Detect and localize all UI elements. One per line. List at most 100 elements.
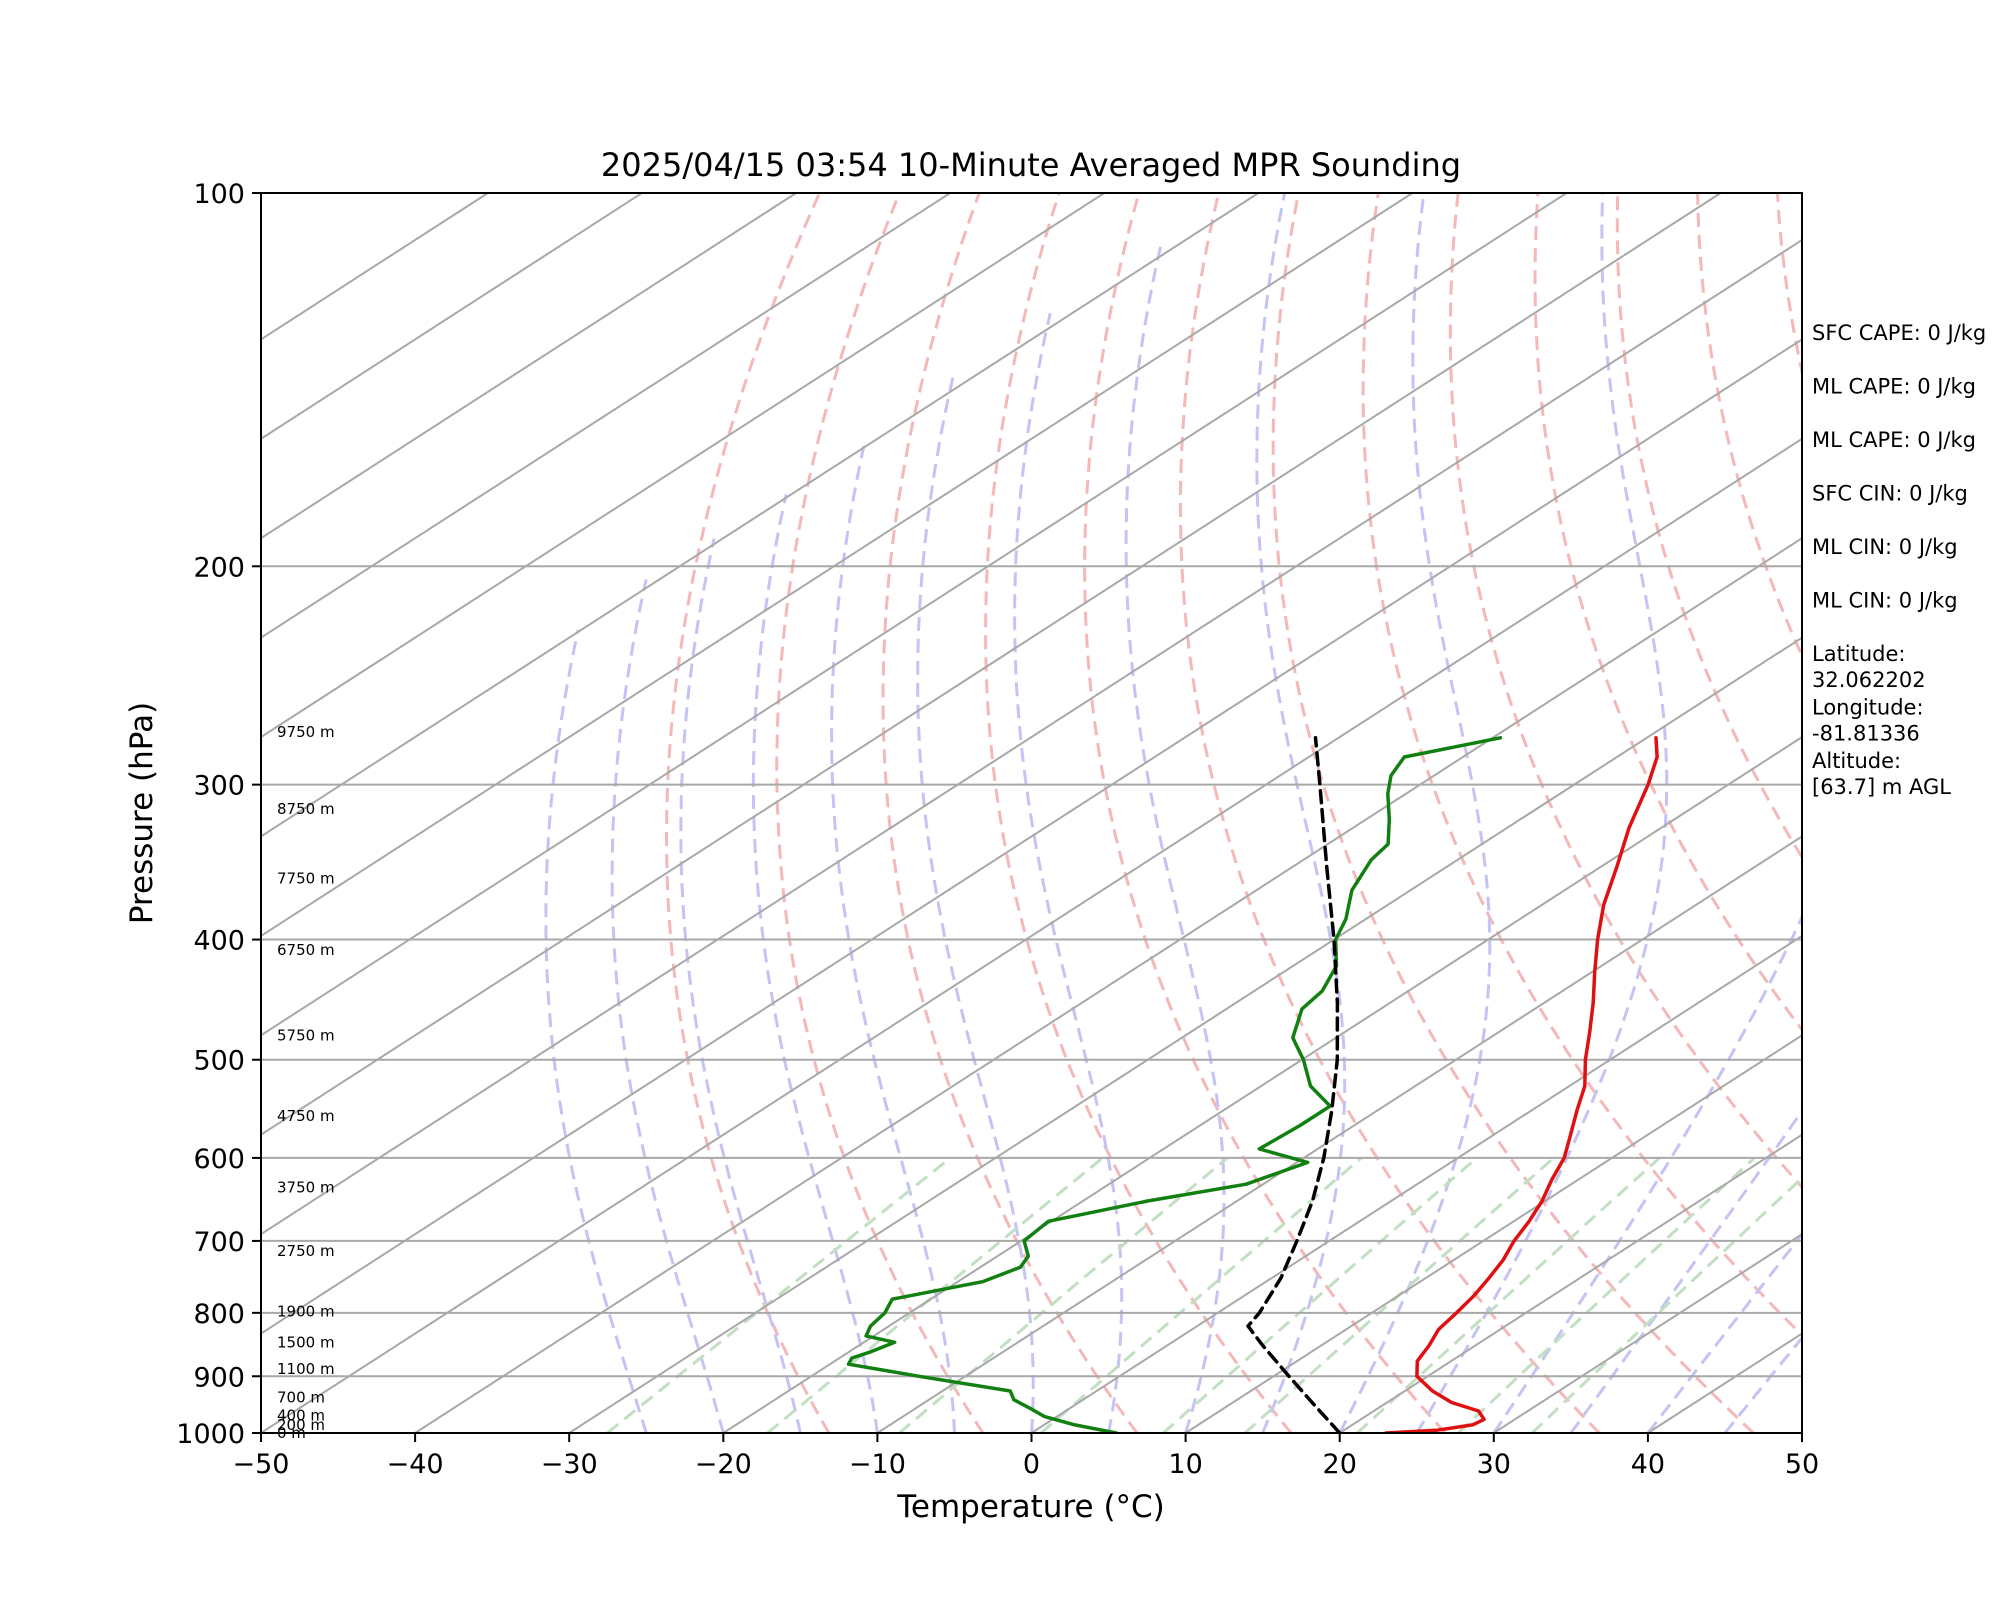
height-label: 2750 m (277, 1242, 335, 1260)
moist-adiabat (1492, 913, 1802, 1433)
stat-text: ML CAPE: 0 J/kg (1812, 375, 1976, 399)
stat-text: ML CIN: 0 J/kg (1812, 589, 1958, 613)
stat-text: Latitude: (1812, 642, 1906, 666)
moist-adiabat (1723, 1335, 1802, 1433)
y-tick-label: 900 (193, 1362, 245, 1393)
dry-adiabat (775, 193, 985, 1433)
height-label: 0 m (277, 1424, 306, 1442)
x-tick-label: 30 (1477, 1449, 1511, 1480)
x-tick-label: −10 (849, 1449, 906, 1480)
temperature-trace (1384, 736, 1659, 1433)
dry-adiabat (881, 193, 1139, 1433)
isotherm-line (261, 437, 1802, 1433)
stat-text: 32.062202 (1812, 668, 1926, 692)
stat-text: SFC CIN: 0 J/kg (1812, 482, 1968, 506)
chart-title: 2025/04/15 03:54 10-Minute Averaged MPR … (601, 146, 1461, 184)
stat-text: Altitude: (1812, 749, 1901, 773)
height-labels: 9750 m 8750 m 7750 m 6750 m 5750 m 4750 m 3750… (277, 723, 335, 1442)
height-label: 4750 m (277, 1107, 335, 1125)
stat-text: ML CAPE: 0 J/kg (1812, 428, 1976, 452)
x-tick-label: 40 (1631, 1449, 1665, 1480)
height-label: 6750 m (277, 941, 335, 959)
isotherm-line (876, 835, 1802, 1433)
dry-adiabat (1271, 193, 1755, 1433)
dry-adiabat (1178, 193, 1601, 1433)
y-tick-label: 700 (193, 1227, 245, 1258)
y-axis-label: Pressure (hPa) (124, 702, 160, 924)
x-axis-ticks: −50 −40 −30 −20 −10 0 10 20 30 40 50 (233, 1433, 1819, 1480)
moist-adiabat (1255, 193, 1347, 1433)
isotherm-line (261, 193, 1722, 1136)
mixing-ratio-line (1531, 1176, 1802, 1433)
y-tick-label: 600 (193, 1144, 245, 1175)
x-tick-label: 0 (1023, 1449, 1040, 1480)
height-label: 3750 m (277, 1179, 335, 1197)
sounding-profiles (846, 736, 1659, 1433)
mixing-ratio-line (1457, 1156, 1756, 1433)
y-tick-label: 100 (193, 179, 245, 210)
stat-text: [63.7] m AGL (1812, 775, 1951, 799)
x-tick-label: −20 (695, 1449, 752, 1480)
x-tick-label: 20 (1323, 1449, 1357, 1480)
height-label: 700 m (277, 1388, 325, 1406)
stat-text: Longitude: (1812, 696, 1924, 720)
moist-adiabat (1338, 193, 1492, 1433)
isotherm-line (261, 193, 1259, 838)
dewpoint-trace (846, 736, 1503, 1433)
dry-adiabat (984, 193, 1293, 1433)
moist-adiabat (1646, 1232, 1802, 1433)
isotherm-line (1185, 1034, 1802, 1433)
x-tick-label: −40 (387, 1449, 444, 1480)
x-tick-label: 10 (1168, 1449, 1202, 1480)
background-grid (261, 193, 1802, 1433)
height-label: 5750 m (277, 1027, 335, 1045)
parcel-trace (1246, 736, 1342, 1433)
dry-adiabat (664, 193, 831, 1433)
x-tick-label: −30 (541, 1449, 598, 1480)
isotherm-line (1339, 1133, 1802, 1433)
moist-adiabat (916, 373, 1035, 1433)
y-tick-label: 200 (193, 552, 245, 583)
height-label: 9750 m (277, 723, 335, 741)
isotherm-line (261, 193, 797, 540)
y-tick-label: 1000 (176, 1419, 245, 1450)
isotherm-line (261, 193, 643, 440)
isotherm-line (568, 636, 1802, 1433)
height-label: 1100 m (277, 1360, 335, 1378)
isotherm-line (261, 193, 1105, 739)
dry-adiabat (1533, 193, 1802, 1033)
stat-text: ML CIN: 0 J/kg (1812, 535, 1958, 559)
y-tick-label: 500 (193, 1046, 245, 1077)
isotherm-line (261, 193, 1414, 938)
height-label: 7750 m (277, 869, 335, 887)
moist-adiabat (1013, 312, 1124, 1433)
sounding-stats: SFC CAPE: 0 J/kg ML CAPE: 0 J/kg ML CAPE: … (1812, 321, 1986, 799)
moist-adiabat (1415, 193, 1669, 1433)
isotherm-line (261, 238, 1802, 1236)
moist-adiabat (751, 494, 879, 1433)
height-label: 1900 m (277, 1303, 335, 1321)
y-axis-ticks: 100 200 300 400 500 600 700 800 900 1000 (176, 179, 261, 1450)
y-tick-label: 400 (193, 926, 245, 957)
x-tick-label: 50 (1785, 1449, 1819, 1480)
stat-text: -81.81336 (1812, 722, 1920, 746)
isotherm-line (414, 537, 1802, 1433)
height-label: 8750 m (277, 800, 335, 818)
isotherm-line (261, 193, 951, 639)
dry-adiabat (1361, 193, 1802, 1338)
x-axis-label: Temperature (°C) (896, 1489, 1165, 1525)
isotherm-line (261, 193, 1568, 1037)
height-label: 200 m (277, 1416, 325, 1434)
height-label: 400 m (277, 1407, 325, 1425)
moist-adiabat (1124, 243, 1226, 1433)
moist-adiabat (544, 629, 648, 1433)
y-tick-label: 800 (193, 1299, 245, 1330)
height-label: 1500 m (277, 1333, 335, 1351)
dry-adiabat (1083, 193, 1447, 1433)
x-tick-label: −50 (233, 1449, 290, 1480)
stat-text: SFC CAPE: 0 J/kg (1812, 321, 1986, 345)
y-tick-label: 300 (193, 771, 245, 802)
isotherm-line (261, 338, 1802, 1335)
isotherm-line (1030, 934, 1802, 1433)
